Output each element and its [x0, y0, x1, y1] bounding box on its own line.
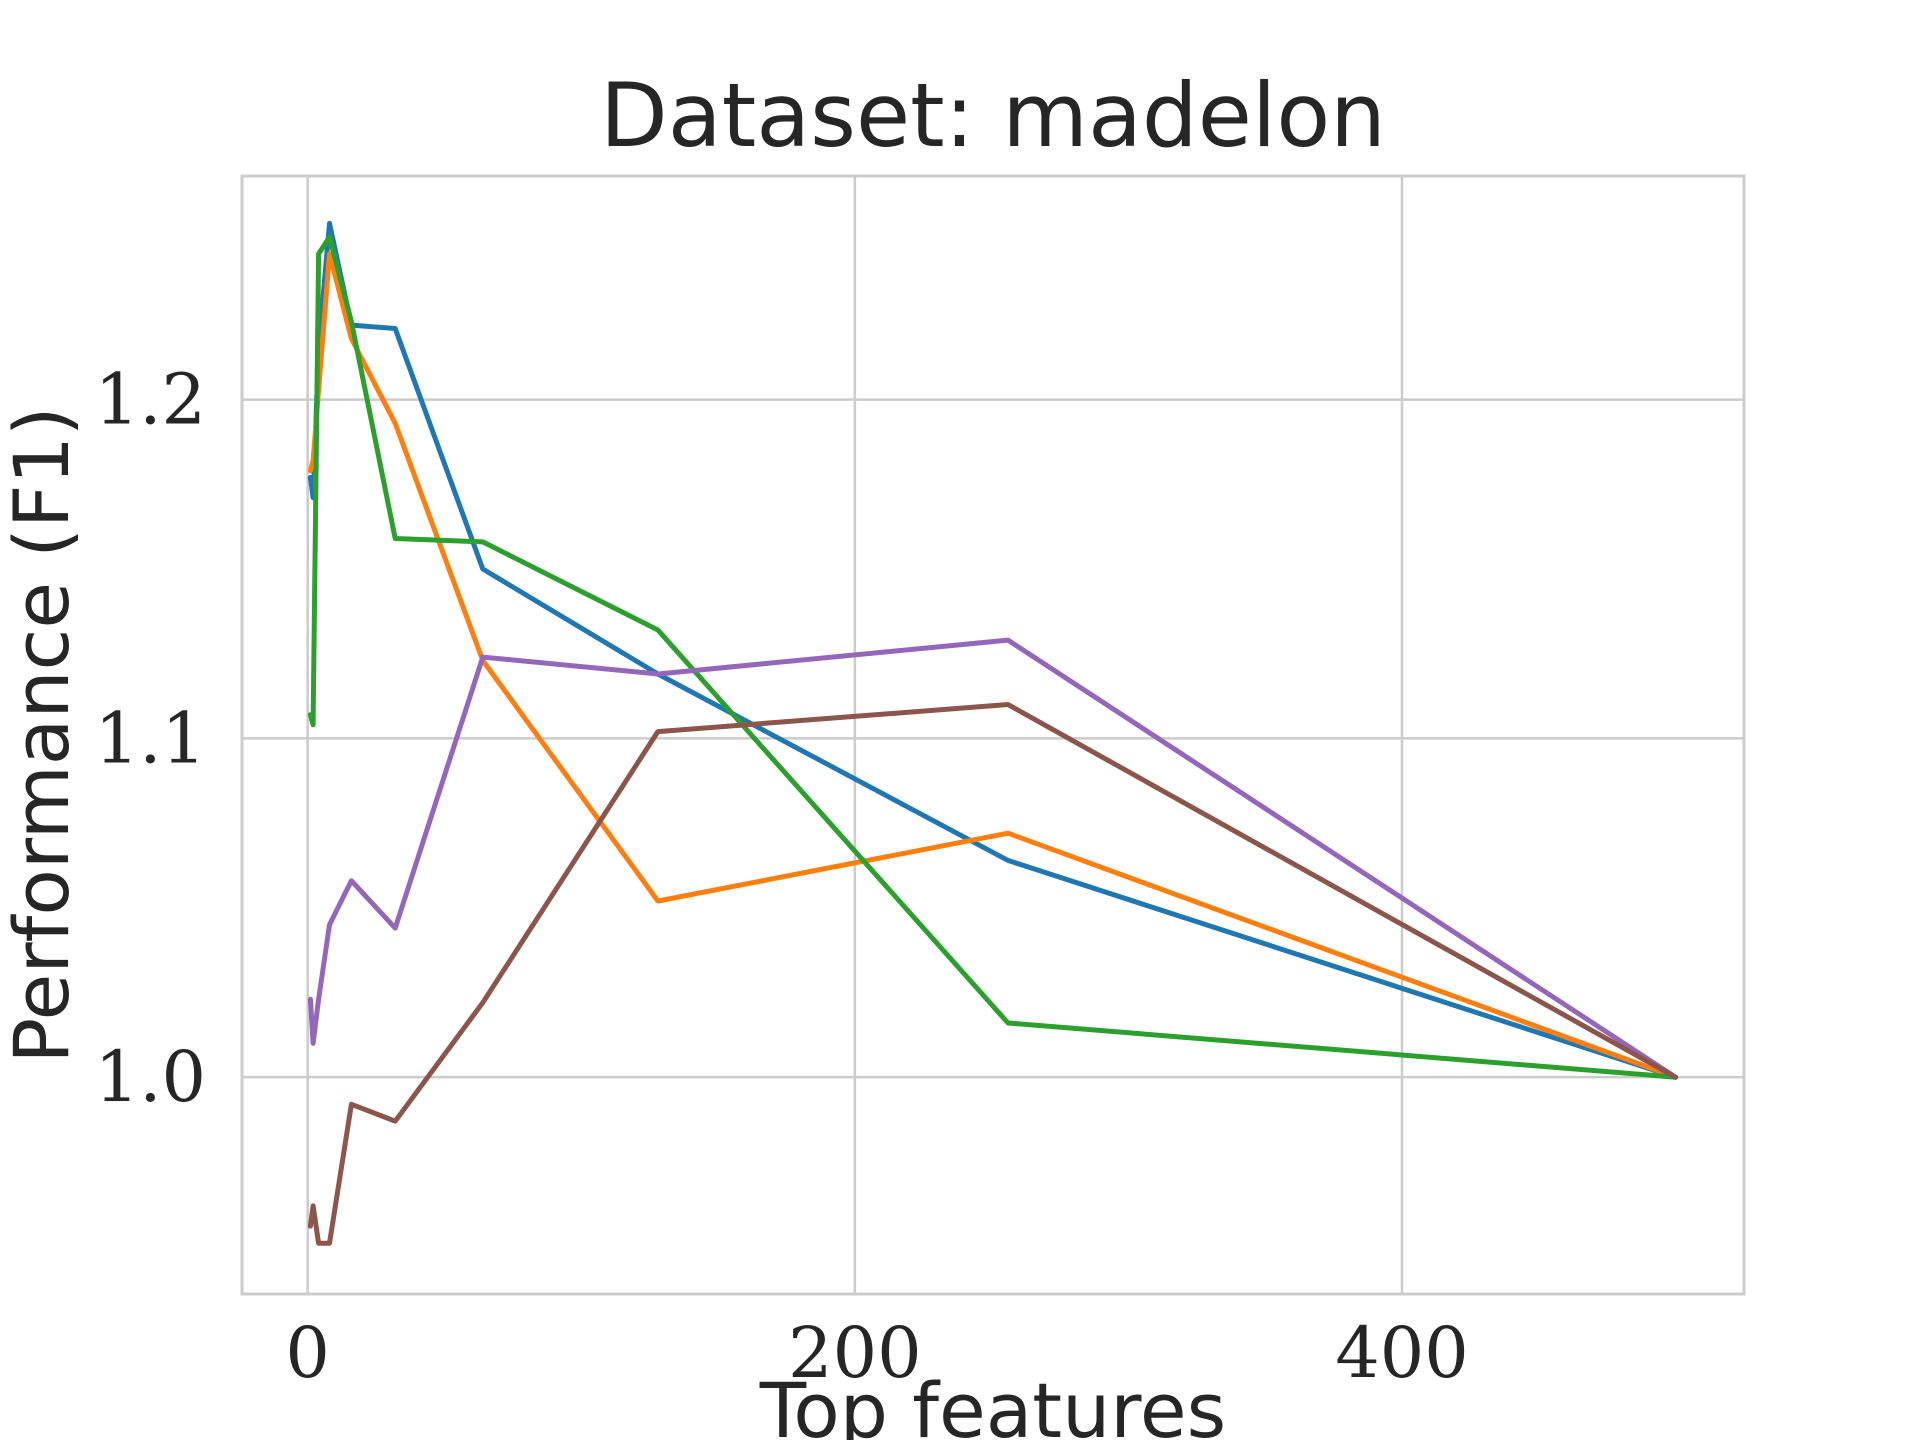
tick-labels: 0 200 400 1.0 1.1 1.2 — [95, 359, 1469, 1394]
y-tick-label: 1.1 — [95, 697, 206, 779]
series-line-5 — [307, 702, 1679, 1246]
x-tick-label: 200 — [788, 1312, 922, 1394]
x-tick-label: 0 — [285, 1312, 330, 1394]
grid — [242, 176, 1744, 1294]
y-axis-label: Performance (F1) — [0, 406, 86, 1063]
series-group — [307, 220, 1679, 1246]
series-line-4 — [307, 637, 1679, 1080]
y-tick-label: 1.2 — [95, 359, 206, 441]
series-line-3 — [307, 234, 1679, 1080]
x-axis-label: Top features — [759, 1366, 1226, 1440]
x-tick-label: 400 — [1335, 1312, 1469, 1394]
plot-frame — [240, 174, 1746, 1296]
chart-title: Dataset: madelon — [600, 64, 1386, 167]
y-tick-label: 1.0 — [95, 1036, 206, 1118]
